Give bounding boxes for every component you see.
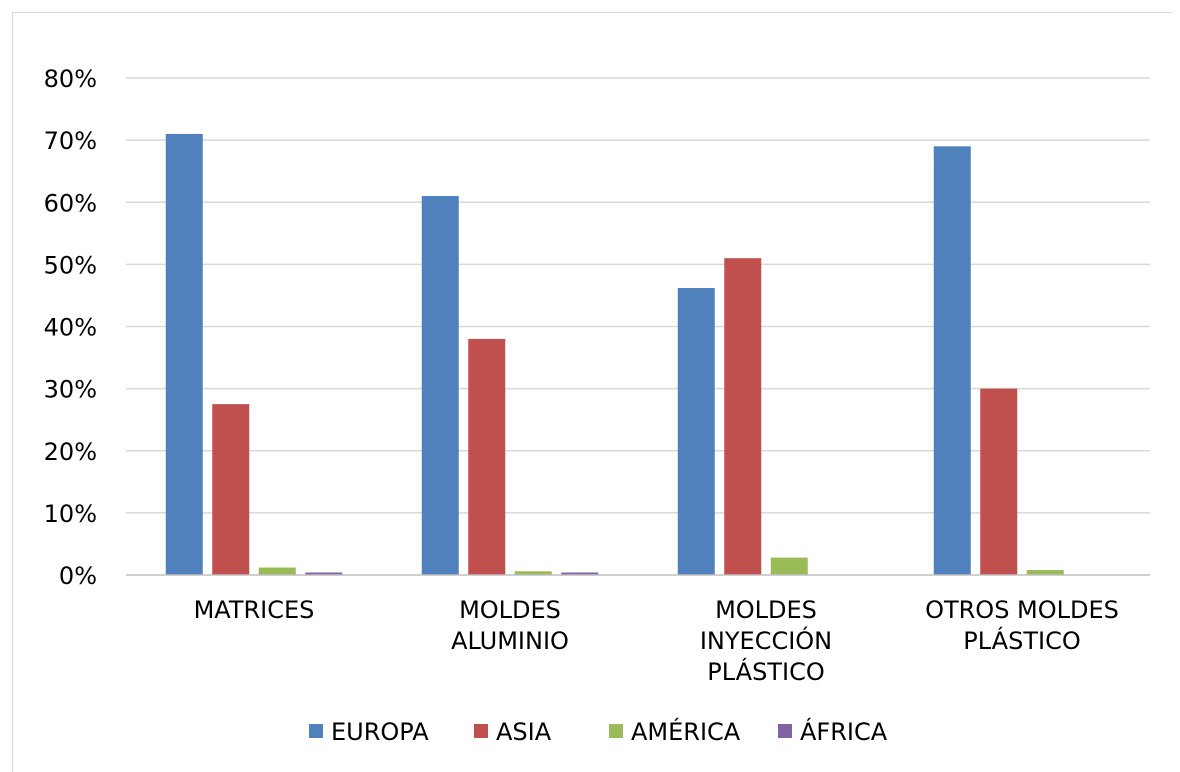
- bar-américa-1: [514, 571, 552, 575]
- bar-asia-1: [468, 338, 506, 575]
- category-label-line: OTROS MOLDES: [925, 596, 1119, 624]
- bar-áfrica-0: [305, 572, 343, 575]
- bar-asia-3: [980, 388, 1018, 575]
- y-tick-label: 40%: [44, 314, 97, 342]
- category-label: MOLDES ALUMINIO: [451, 596, 569, 655]
- bar-américa-2: [770, 557, 808, 575]
- category-label-line: ALUMINIO: [451, 627, 569, 655]
- y-tick-label: 20%: [44, 438, 97, 466]
- legend-swatch-asia: [474, 724, 488, 738]
- legend-label: EUROPA: [331, 718, 429, 746]
- y-tick-label: 30%: [44, 376, 97, 404]
- bars: [165, 133, 1064, 575]
- y-tick-label: 70%: [44, 127, 97, 155]
- legend-swatch-américa: [609, 724, 623, 738]
- y-tick-label: 50%: [44, 251, 97, 279]
- y-tick-label: 80%: [44, 65, 97, 93]
- bar-américa-0: [258, 567, 296, 575]
- legend-swatch-áfrica: [778, 724, 792, 738]
- category-label: OTROS MOLDES PLÁSTICO: [925, 596, 1119, 655]
- bar-asia-0: [212, 404, 250, 575]
- bar-europa-0: [165, 133, 203, 575]
- bar-américa-3: [1026, 570, 1064, 575]
- category-label: MATRICES: [194, 596, 315, 624]
- legend-label: ÁFRICA: [800, 717, 888, 746]
- category-label-line: MOLDES: [459, 596, 561, 624]
- bar-áfrica-1: [561, 572, 599, 575]
- legend: EUROPA ASIA AMÉRICA ÁFRICA: [309, 717, 888, 746]
- category-label: MOLDES INYECCIÓN PLÁSTICO: [700, 596, 832, 686]
- category-label-line: PLÁSTICO: [707, 657, 824, 686]
- bar-europa-2: [677, 287, 715, 575]
- legend-label: ASIA: [496, 718, 552, 746]
- legend-label: AMÉRICA: [631, 717, 741, 746]
- y-tick-label: 10%: [44, 500, 97, 528]
- category-label-line: PLÁSTICO: [963, 626, 1080, 655]
- gridlines: [126, 77, 1150, 514]
- bar-europa-1: [421, 196, 459, 575]
- bar-europa-3: [933, 146, 971, 575]
- legend-swatch-europa: [309, 724, 323, 738]
- y-axis-ticks: 0% 10% 20% 30% 40% 50% 60% 70% 80%: [44, 65, 97, 590]
- category-label-line: INYECCIÓN: [700, 625, 832, 655]
- y-tick-label: 60%: [44, 189, 97, 217]
- category-label-line: MOLDES: [715, 596, 817, 624]
- chart-frame: [12, 12, 1172, 772]
- bar-asia-2: [724, 258, 762, 575]
- category-label-line: MATRICES: [194, 596, 315, 624]
- y-tick-label: 0%: [59, 562, 97, 590]
